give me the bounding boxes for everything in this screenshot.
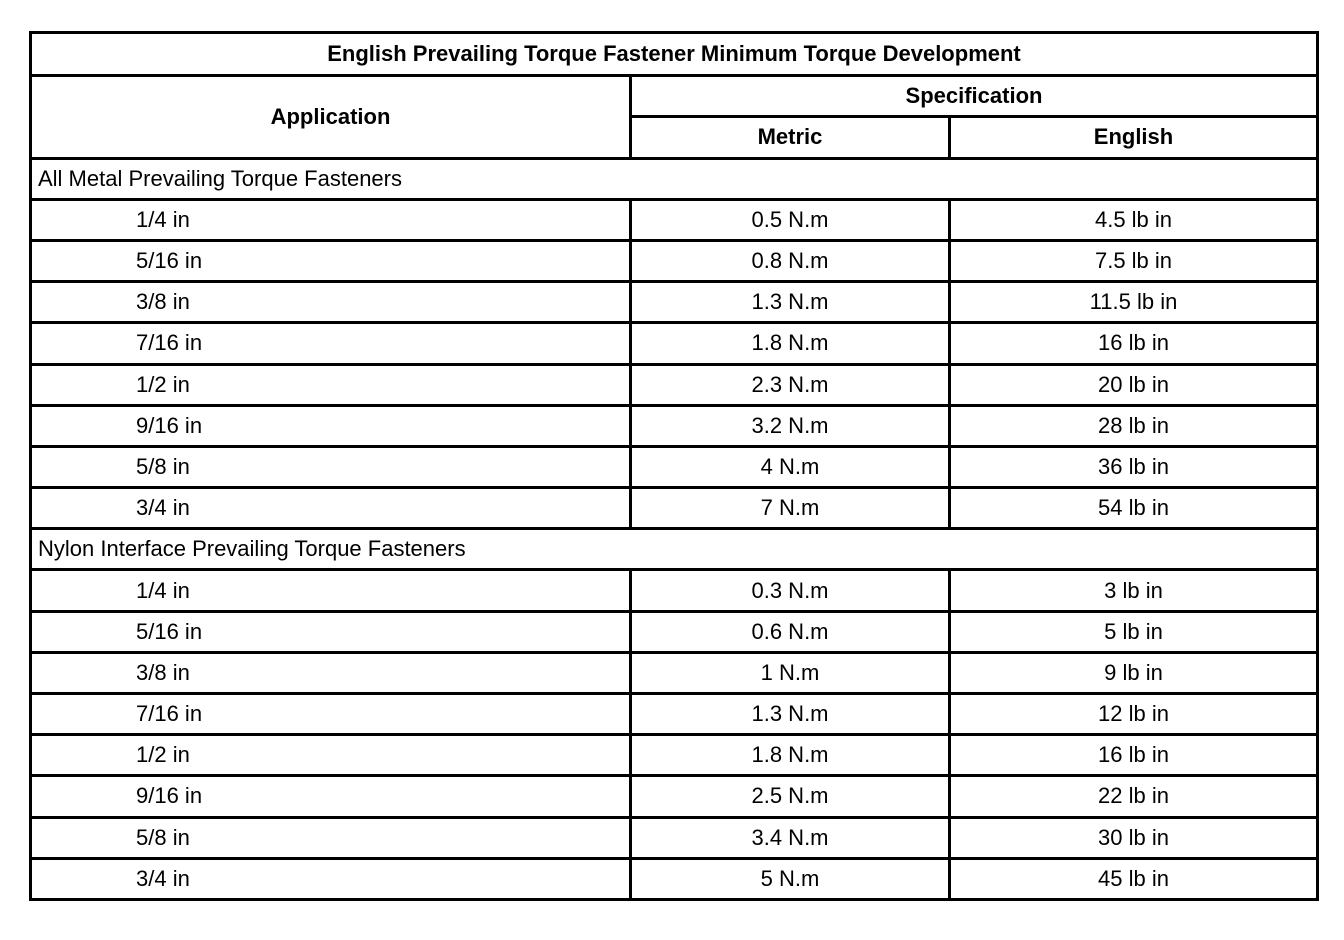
metric-torque-cell: 0.6 N.m [629, 609, 951, 654]
table-row: 5/8 in 4 N.m 36 lb in [29, 444, 1319, 490]
english-torque-cell: 4.5 lb in [948, 197, 1319, 242]
fastener-size-cell: 1/2 in [29, 733, 632, 778]
metric-torque-cell: 0.8 N.m [629, 238, 951, 284]
table-row: 9/16 in 3.2 N.m 28 lb in [29, 403, 1319, 448]
metric-torque-cell: 1.8 N.m [629, 321, 951, 366]
fastener-size-cell: 5/8 in [29, 444, 632, 490]
english-torque-cell: 5 lb in [948, 609, 1319, 654]
torque-spec-table: English Prevailing Torque Fastener Minim… [29, 30, 1319, 902]
table-body: English Prevailing Torque Fastener Minim… [29, 30, 1319, 902]
fastener-size-cell: 7/16 in [29, 321, 632, 366]
fastener-size-cell: 5/8 in [29, 815, 632, 860]
metric-torque-cell: 1.8 N.m [629, 733, 951, 778]
section-label: All Metal Prevailing Torque Fasteners [29, 156, 1319, 201]
header-application: Application [29, 74, 632, 160]
table-row: 3/4 in 7 N.m 54 lb in [29, 486, 1319, 531]
metric-torque-cell: 4 N.m [629, 444, 951, 490]
table-row: 7/16 in 1.8 N.m 16 lb in [29, 321, 1319, 366]
english-torque-cell: 7.5 lb in [948, 238, 1319, 284]
metric-torque-cell: 3.4 N.m [629, 815, 951, 860]
metric-torque-cell: 5 N.m [629, 856, 951, 902]
table-row: 5/16 in 0.6 N.m 5 lb in [29, 609, 1319, 654]
metric-torque-cell: 3.2 N.m [629, 403, 951, 448]
metric-torque-cell: 0.5 N.m [629, 197, 951, 242]
english-torque-cell: 9 lb in [948, 650, 1319, 696]
english-torque-cell: 45 lb in [948, 856, 1319, 902]
table-row: 9/16 in 2.5 N.m 22 lb in [29, 774, 1319, 819]
metric-torque-cell: 2.5 N.m [629, 774, 951, 819]
section-row: Nylon Interface Prevailing Torque Fasten… [29, 527, 1319, 572]
header-specification: Specification [629, 74, 1319, 119]
english-torque-cell: 12 lb in [948, 691, 1319, 737]
table-row: 1/2 in 1.8 N.m 16 lb in [29, 733, 1319, 778]
metric-torque-cell: 2.3 N.m [629, 362, 951, 407]
english-torque-cell: 16 lb in [948, 321, 1319, 366]
table-row: 1/4 in 0.5 N.m 4.5 lb in [29, 197, 1319, 242]
table-title: English Prevailing Torque Fastener Minim… [29, 30, 1319, 78]
header-english: English [948, 115, 1319, 160]
metric-torque-cell: 7 N.m [629, 486, 951, 531]
header-row-1: Application Specification [29, 74, 1319, 160]
fastener-size-cell: 7/16 in [29, 691, 632, 737]
fastener-size-cell: 5/16 in [29, 238, 632, 284]
header-row-2: Metric English [31, 115, 1319, 160]
english-torque-cell: 22 lb in [948, 774, 1319, 819]
fastener-size-cell: 9/16 in [29, 403, 632, 448]
english-torque-cell: 30 lb in [948, 815, 1319, 860]
section-label: Nylon Interface Prevailing Torque Fasten… [29, 527, 1319, 572]
metric-torque-cell: 1 N.m [629, 650, 951, 696]
metric-torque-cell: 1.3 N.m [629, 691, 951, 737]
fastener-size-cell: 3/8 in [29, 280, 632, 325]
table-row: 5/16 in 0.8 N.m 7.5 lb in [29, 238, 1319, 284]
table-row: 5/8 in 3.4 N.m 30 lb in [29, 815, 1319, 860]
table-row: 7/16 in 1.3 N.m 12 lb in [29, 691, 1319, 737]
metric-torque-cell: 0.3 N.m [629, 568, 951, 613]
table-row: 3/8 in 1.3 N.m 11.5 lb in [29, 280, 1319, 325]
fastener-size-cell: 1/4 in [29, 197, 632, 242]
fastener-size-cell: 5/16 in [29, 609, 632, 654]
english-torque-cell: 54 lb in [948, 486, 1319, 531]
table-row: 1/2 in 2.3 N.m 20 lb in [29, 362, 1319, 407]
english-torque-cell: 28 lb in [948, 403, 1319, 448]
english-torque-cell: 11.5 lb in [948, 280, 1319, 325]
table-row: 3/8 in 1 N.m 9 lb in [29, 650, 1319, 696]
title-row: English Prevailing Torque Fastener Minim… [29, 30, 1319, 78]
table-row: 3/4 in 5 N.m 45 lb in [29, 856, 1319, 902]
english-torque-cell: 36 lb in [948, 444, 1319, 490]
fastener-size-cell: 1/4 in [29, 568, 632, 613]
fastener-size-cell: 3/4 in [29, 856, 632, 902]
table-row: 1/4 in 0.3 N.m 3 lb in [29, 568, 1319, 613]
english-torque-cell: 3 lb in [948, 568, 1319, 613]
metric-torque-cell: 1.3 N.m [629, 280, 951, 325]
header-metric: Metric [629, 115, 951, 160]
english-torque-cell: 20 lb in [948, 362, 1319, 407]
english-torque-cell: 16 lb in [948, 733, 1319, 778]
section-row: All Metal Prevailing Torque Fasteners [29, 156, 1319, 201]
fastener-size-cell: 3/8 in [29, 650, 632, 696]
fastener-size-cell: 3/4 in [29, 486, 632, 531]
fastener-size-cell: 9/16 in [29, 774, 632, 819]
fastener-size-cell: 1/2 in [29, 362, 632, 407]
